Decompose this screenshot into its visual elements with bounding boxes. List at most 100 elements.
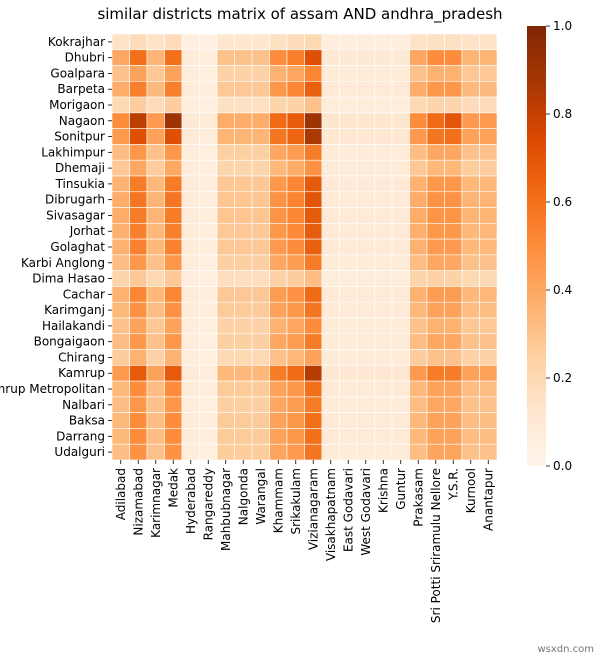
heatmap-cell [374, 65, 393, 82]
column-label: Vizianagaram [306, 468, 320, 550]
heatmap-cell [391, 443, 410, 461]
heatmap-cell [339, 223, 358, 240]
heatmap-cell [426, 270, 445, 287]
heatmap-cell [129, 443, 148, 461]
heatmap-cell [234, 301, 253, 319]
heatmap-cell [164, 49, 183, 66]
column-label: Medak [166, 468, 180, 508]
heatmap-cell [339, 428, 358, 445]
heatmap-cell [444, 380, 463, 398]
heatmap-cell [269, 365, 288, 382]
heatmap-cell [426, 301, 445, 319]
heatmap-cell [426, 128, 445, 145]
heatmap-cell [251, 270, 270, 287]
row-label: Barpeta [57, 82, 105, 96]
heatmap-cell [146, 144, 165, 161]
heatmap-cell [391, 191, 410, 208]
heatmap-cell [181, 49, 200, 66]
heatmap-cell [426, 65, 445, 82]
heatmap-cell [374, 81, 393, 98]
heatmap-cell [111, 191, 130, 208]
heatmap-cell [356, 128, 375, 145]
heatmap-cell [444, 128, 463, 145]
heatmap-cell [181, 428, 200, 445]
heatmap-cell [321, 175, 340, 193]
heatmap-cell [199, 175, 218, 193]
heatmap-cell [216, 96, 235, 114]
heatmap-cell [409, 112, 428, 129]
heatmap-cell [321, 412, 340, 429]
heatmap-cell [164, 128, 183, 145]
heatmap-cell [409, 65, 428, 82]
row-label: Kamrup Metropolitan [0, 382, 105, 396]
heatmap-cell [339, 96, 358, 114]
heatmap-cell [374, 175, 393, 193]
heatmap-cell [164, 159, 183, 177]
heatmap-cell [129, 49, 148, 66]
heatmap-cell [479, 223, 498, 240]
heatmap-cell [234, 380, 253, 398]
heatmap-cell [251, 81, 270, 98]
heatmap-cell [199, 112, 218, 129]
heatmap-cell [251, 412, 270, 429]
heatmap-cell [444, 33, 463, 51]
heatmap-cell [234, 254, 253, 271]
heatmap-cell [181, 81, 200, 98]
row-label: Lakhimpur [41, 145, 105, 159]
heatmap-cell [304, 65, 323, 82]
heatmap-cell [251, 365, 270, 382]
heatmap-cell [356, 112, 375, 129]
heatmap-cell [321, 396, 340, 413]
heatmap-cell [286, 317, 305, 335]
heatmap-cell [409, 428, 428, 445]
heatmap-cell [164, 412, 183, 429]
heatmap-cell [409, 365, 428, 382]
heatmap-cell [269, 159, 288, 177]
heatmap-cell [251, 207, 270, 224]
heatmap-cell [146, 254, 165, 271]
heatmap-cell [321, 81, 340, 98]
heatmap-cell [356, 380, 375, 398]
heatmap-cell [111, 223, 130, 240]
heatmap-cell [321, 333, 340, 350]
heatmap-cell [129, 191, 148, 208]
heatmap-cell [129, 159, 148, 177]
heatmap-cell [374, 238, 393, 256]
heatmap-cell [216, 144, 235, 161]
heatmap-cell [391, 254, 410, 271]
heatmap-cell [444, 286, 463, 303]
heatmap-cell [129, 301, 148, 319]
heatmap-cell [321, 207, 340, 224]
heatmap-cell [199, 254, 218, 271]
heatmap-cell [479, 412, 498, 429]
heatmap-cell [111, 112, 130, 129]
heatmap-cell [269, 333, 288, 350]
heatmap-cell [461, 128, 480, 145]
column-label: Rangareddy [201, 468, 215, 540]
heatmap-cell [391, 65, 410, 82]
heatmap-cell [321, 191, 340, 208]
heatmap-cell [391, 128, 410, 145]
heatmap-cell [409, 191, 428, 208]
heatmap-cell [321, 301, 340, 319]
heatmap-cell [409, 301, 428, 319]
heatmap-cell [356, 238, 375, 256]
heatmap-cell [356, 254, 375, 271]
heatmap-cell [356, 286, 375, 303]
heatmap-cell [479, 49, 498, 66]
heatmap-cell [479, 112, 498, 129]
heatmap-cell [426, 412, 445, 429]
heatmap-cell [374, 33, 393, 51]
heatmap-cell [339, 286, 358, 303]
row-label: Kamrup [58, 366, 105, 380]
row-label: Baksa [69, 414, 105, 428]
heatmap-cell [461, 207, 480, 224]
heatmap-cell [164, 349, 183, 366]
heatmap-cell [321, 270, 340, 287]
row-label: Hailakandi [42, 319, 105, 333]
heatmap-cell [461, 428, 480, 445]
heatmap-cell [321, 238, 340, 256]
heatmap-cell [269, 223, 288, 240]
heatmap-cell [479, 270, 498, 287]
heatmap-cell [251, 301, 270, 319]
